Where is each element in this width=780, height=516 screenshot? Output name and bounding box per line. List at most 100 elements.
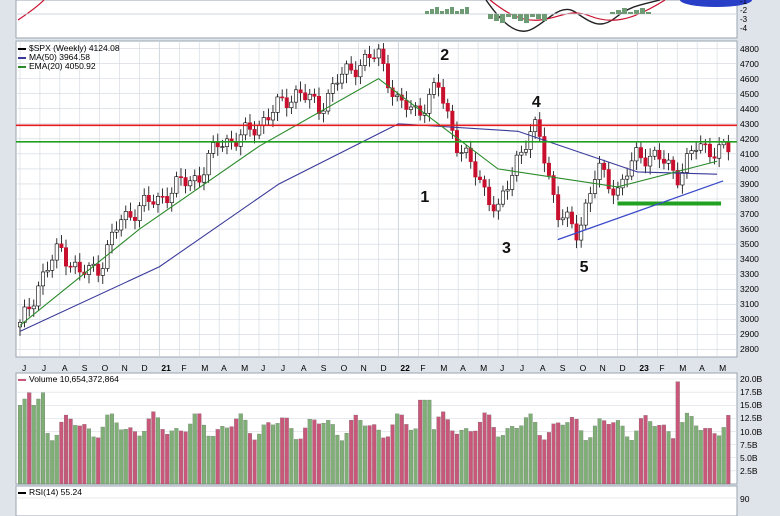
x-tick: F: [659, 363, 665, 373]
volume-swatch: [18, 378, 26, 381]
volume-bar: [54, 434, 59, 485]
top-hist-bar: [646, 12, 651, 14]
volume-bar: [109, 413, 114, 485]
top-blue-blob: [680, 0, 752, 7]
trend-line: [557, 180, 724, 241]
candle-body: [137, 205, 142, 221]
price-legend: $SPX (Weekly) 4124.08 MA(50) 3964.58 EMA…: [18, 44, 120, 71]
candle-body: [169, 192, 174, 204]
volume-bar: [629, 440, 634, 485]
candle-body: [376, 48, 381, 59]
candle-body: [477, 176, 482, 180]
candle-body: [372, 57, 377, 60]
candle-body: [132, 217, 137, 221]
volume-bar: [648, 421, 653, 485]
volume-bar: [385, 436, 390, 485]
top-hist-bar: [445, 9, 449, 14]
price-y-tick: 3700: [740, 209, 759, 220]
candle-body: [293, 89, 298, 103]
volume-bar: [441, 411, 446, 485]
price-y-tick: 4500: [740, 88, 759, 99]
volume-bar: [689, 416, 694, 485]
candle-body: [523, 149, 528, 153]
x-tick: A: [61, 363, 68, 373]
candle-body: [307, 93, 312, 101]
candle-body: [165, 196, 170, 204]
price-panel: [15, 40, 738, 358]
x-tick: M: [241, 363, 249, 373]
candle-body: [339, 73, 344, 84]
volume-bar: [45, 433, 50, 485]
volume-bar: [169, 430, 174, 485]
volume-bar: [643, 415, 648, 485]
candle-body: [441, 87, 446, 104]
volume-bar: [316, 423, 321, 485]
volume-bar: [404, 424, 409, 485]
volume-y-tick: 5.0B: [740, 452, 758, 463]
x-tick: M: [480, 363, 488, 373]
candle-body: [694, 149, 699, 152]
volume-bar: [349, 419, 354, 485]
volume-bar: [27, 392, 32, 485]
candle-body: [657, 149, 662, 160]
candle-body: [717, 144, 722, 159]
candle-body: [220, 146, 225, 148]
price-y-tick: 2900: [740, 329, 759, 340]
candle-body: [459, 152, 464, 154]
candle-body: [151, 201, 156, 205]
top-line-black: [485, 0, 661, 32]
x-tick: S: [81, 363, 88, 373]
candle-body: [671, 159, 676, 171]
volume-bar: [73, 425, 78, 485]
volume-bar: [197, 413, 202, 485]
volume-bar: [528, 413, 533, 485]
volume-bar: [321, 422, 326, 485]
volume-bar: [574, 418, 579, 485]
candle-body: [721, 141, 726, 146]
volume-legend-text: Volume 10,654,372,864: [29, 374, 119, 384]
candle-body: [27, 306, 32, 310]
volume-bar: [395, 413, 400, 485]
candle-body: [188, 180, 193, 187]
ema20-legend-text: EMA(20) 4050.92: [29, 61, 96, 71]
wave-label-2: 2: [440, 47, 450, 65]
candle-body: [427, 94, 432, 114]
volume-bar: [597, 418, 602, 485]
candle-body: [638, 147, 643, 159]
x-tick: O: [340, 363, 348, 373]
candle-body: [96, 263, 101, 276]
volume-bar: [487, 414, 492, 485]
candle-body: [528, 131, 533, 150]
x-tick: F: [420, 363, 426, 373]
candle-body: [684, 153, 689, 173]
x-tick: S: [559, 363, 566, 373]
candle-body: [652, 149, 657, 157]
x-tick: D: [380, 363, 387, 373]
top-hist-bar: [616, 10, 621, 14]
rsi-legend-text: RSI(14) 55.24: [29, 487, 82, 497]
volume-bar: [339, 440, 344, 485]
price-y-tick: 4000: [740, 163, 759, 174]
top-hist-bar: [455, 11, 459, 14]
price-y-tick: 3400: [740, 254, 759, 265]
volume-bar: [661, 424, 666, 485]
x-tick: A: [699, 363, 705, 373]
volume-bar: [22, 398, 27, 485]
candle-body: [146, 195, 151, 202]
rsi-legend: RSI(14) 55.24: [18, 488, 82, 497]
volume-bar: [671, 438, 676, 485]
volume-bar: [82, 424, 87, 485]
top-hist-bar: [628, 12, 633, 14]
volume-bar: [77, 425, 82, 485]
volume-bar: [519, 425, 524, 485]
candle-body: [703, 143, 708, 146]
volume-bar: [680, 422, 685, 485]
candle-body: [197, 175, 202, 183]
top-y-tick: -1: [740, 0, 748, 6]
volume-bar: [588, 437, 593, 485]
candle-body: [385, 63, 390, 89]
volume-bar: [482, 412, 487, 485]
volume-bar: [31, 405, 36, 485]
candle-body: [579, 224, 584, 241]
